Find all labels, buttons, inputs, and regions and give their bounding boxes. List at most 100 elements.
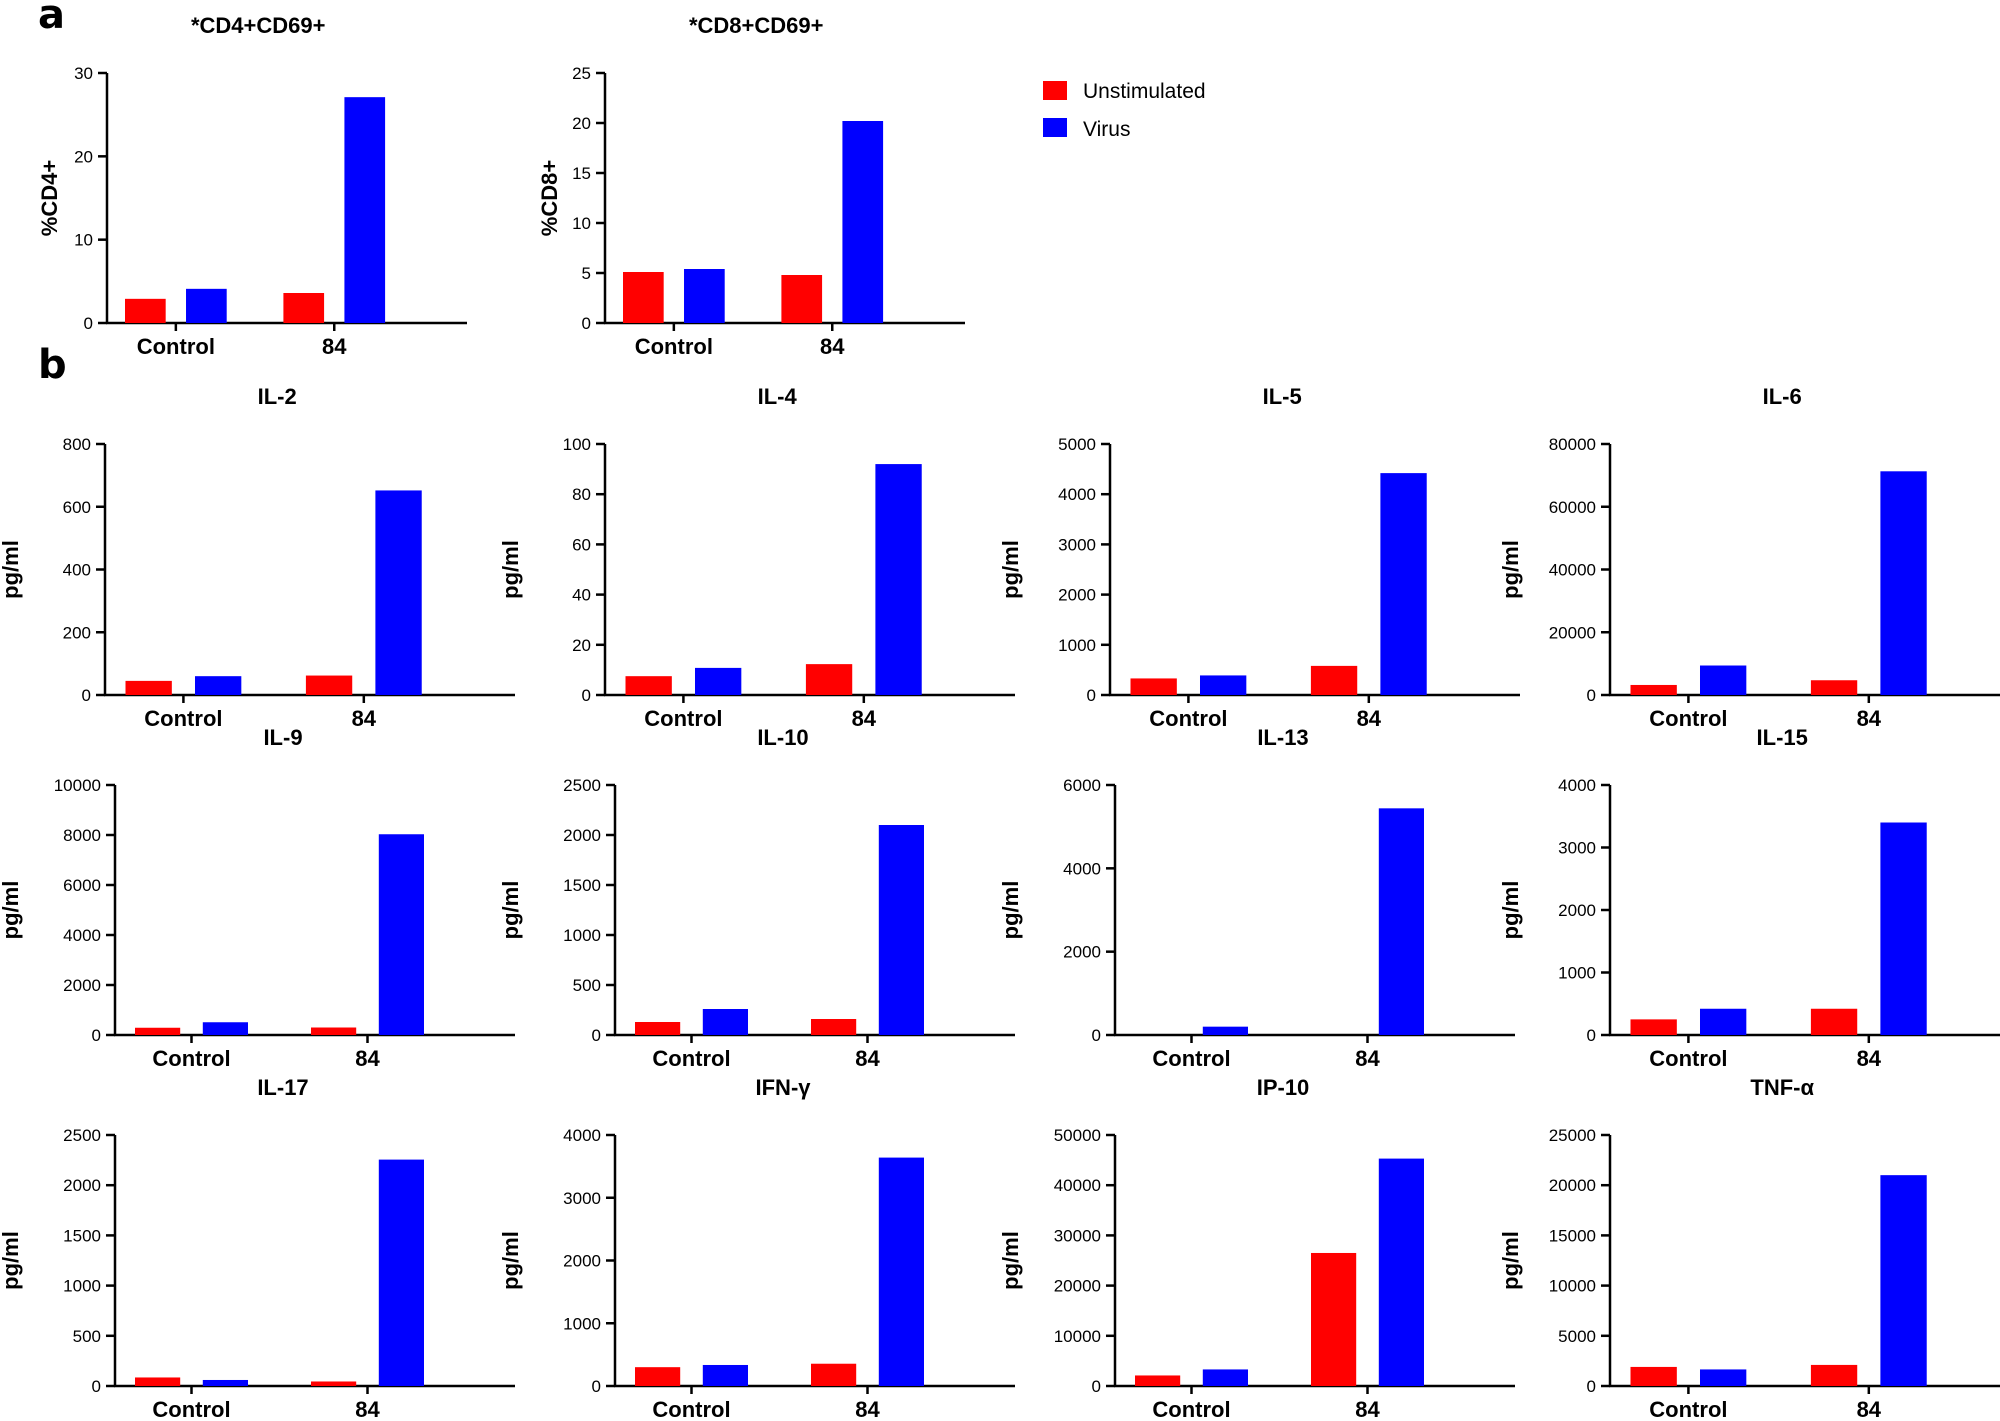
y-tick-label: 15000	[1549, 1226, 1596, 1245]
y-tick-label: 1000	[63, 1277, 101, 1296]
chart-il-13: IL-13 pg/ml 0 2000 4000 6000 Control 84	[998, 725, 1515, 1071]
x-tick-label: Control	[1152, 1046, 1230, 1071]
y-tick-label: 40000	[1549, 561, 1596, 580]
legend-swatch-virus	[1043, 118, 1067, 137]
y-tick-label: 1500	[63, 1226, 101, 1245]
chart-ifn: IFN-γ pg/ml 0 1000 2000 3000 4000 Control 84	[498, 1075, 1015, 1421]
chart-title: IL-4	[758, 384, 798, 409]
bar-virus-control	[1699, 1008, 1747, 1035]
bar-virus-control	[202, 1379, 248, 1386]
y-tick-label: 60	[572, 535, 591, 554]
bar-unstimulated-control	[125, 298, 166, 323]
y-tick-label: 4000	[563, 1126, 601, 1145]
x-tick-label: Control	[644, 706, 722, 731]
bar-virus-84	[375, 490, 422, 695]
bar-unstimulated-84	[311, 1027, 357, 1035]
bar-virus-84	[1880, 1175, 1927, 1386]
y-axis-label: %CD8+	[537, 160, 562, 236]
bar-unstimulated-84	[305, 675, 353, 695]
chart-title: IP-10	[1257, 1075, 1310, 1100]
bar-unstimulated-control	[1130, 678, 1177, 695]
bar-unstimulated-84	[1310, 665, 1358, 695]
y-tick-label: 30000	[1054, 1226, 1101, 1245]
y-tick-label: 0	[582, 314, 591, 333]
legend-label-unstimulated: Unstimulated	[1083, 80, 1206, 103]
chart-title: IFN-γ	[756, 1075, 812, 1100]
chart-il-17: IL-17 pg/ml 0 500 1000 1500 2000 2500 Control 84	[0, 1075, 515, 1421]
y-tick-label: 20000	[1549, 623, 1596, 642]
y-tick-label: 80	[572, 485, 591, 504]
y-tick-label: 1000	[1558, 964, 1596, 983]
y-axis-label: pg/ml	[498, 540, 523, 599]
y-tick-label: 0	[1587, 1026, 1596, 1045]
y-tick-label: 1000	[563, 926, 601, 945]
x-tick-label: 84	[1857, 706, 1882, 731]
chart-title: IL-13	[1257, 725, 1308, 750]
bar-unstimulated-84	[283, 293, 325, 323]
chart-title: TNF-α	[1750, 1075, 1814, 1100]
y-axis-label: pg/ml	[998, 540, 1023, 599]
y-axis-label: pg/ml	[1498, 1231, 1523, 1290]
bar-virus-84	[1380, 473, 1427, 695]
y-tick-label: 10000	[54, 776, 101, 795]
bar-unstimulated-control	[623, 272, 664, 323]
y-tick-label: 10000	[1054, 1327, 1101, 1346]
x-tick-label: Control	[1152, 1397, 1230, 1421]
chart-title: *CD8+CD69+	[689, 13, 824, 38]
y-tick-label: 60000	[1549, 498, 1596, 517]
bar-unstimulated-control	[1630, 1019, 1677, 1035]
x-tick-label: 84	[852, 706, 877, 731]
chart-title: *CD4+CD69+	[191, 13, 326, 38]
y-tick-label: 0	[84, 314, 93, 333]
bar-virus-control	[1202, 1369, 1248, 1386]
y-tick-label: 2000	[63, 976, 101, 995]
bar-unstimulated-84	[1311, 1252, 1357, 1386]
y-tick-label: 6000	[63, 876, 101, 895]
y-tick-label: 30	[74, 64, 93, 83]
bar-virus-84	[1880, 822, 1927, 1035]
x-tick-label: Control	[652, 1397, 730, 1421]
bar-unstimulated-control	[1135, 1375, 1181, 1386]
bar-virus-control	[694, 667, 742, 695]
y-tick-label: 2000	[1063, 943, 1101, 962]
y-axis-label: %CD4+	[37, 160, 62, 236]
y-tick-label: 40000	[1054, 1176, 1101, 1195]
y-tick-label: 500	[573, 976, 601, 995]
bar-unstimulated-84	[311, 1381, 357, 1386]
bar-unstimulated-control	[135, 1027, 181, 1035]
y-axis-label: pg/ml	[998, 881, 1023, 940]
y-tick-label: 15	[572, 164, 591, 183]
y-tick-label: 500	[73, 1327, 101, 1346]
bar-unstimulated-84	[805, 664, 853, 695]
legend: Unstimulated Virus	[1043, 80, 1206, 141]
x-tick-label: Control	[1149, 706, 1227, 731]
bar-virus-84	[878, 825, 924, 1035]
panel-label-a: a	[38, 0, 65, 38]
x-tick-label: Control	[152, 1397, 230, 1421]
bar-virus-control	[194, 676, 242, 695]
bar-virus-control	[1199, 675, 1247, 695]
y-tick-label: 80000	[1549, 435, 1596, 454]
chart-il-5: IL-5 pg/ml 0 1000 2000 3000 4000 5000 Control 84	[998, 384, 1520, 731]
x-tick-label: 84	[322, 334, 347, 359]
bar-unstimulated-84	[1810, 1008, 1858, 1035]
y-axis-label: pg/ml	[1498, 881, 1523, 940]
x-tick-label: 84	[855, 1397, 880, 1421]
y-tick-label: 2500	[63, 1126, 101, 1145]
bar-virus-control	[1699, 665, 1747, 695]
chart-tnf: TNF-α pg/ml 0 5000 10000 15000 20000 25000 Contr…	[1498, 1075, 2000, 1421]
y-tick-label: 2000	[63, 1176, 101, 1195]
bar-unstimulated-control	[635, 1022, 681, 1035]
bar-unstimulated-control	[135, 1377, 181, 1386]
x-tick-label: 84	[1357, 706, 1382, 731]
chart-title: IL-6	[1763, 384, 1802, 409]
bar-unstimulated-control	[125, 680, 172, 695]
y-axis-label: pg/ml	[1498, 540, 1523, 599]
bar-virus-84	[1378, 808, 1424, 1035]
x-tick-label: Control	[1649, 706, 1727, 731]
y-tick-label: 20	[572, 114, 591, 133]
y-tick-label: 5000	[1558, 1327, 1596, 1346]
chart-title: IL-9	[263, 725, 302, 750]
